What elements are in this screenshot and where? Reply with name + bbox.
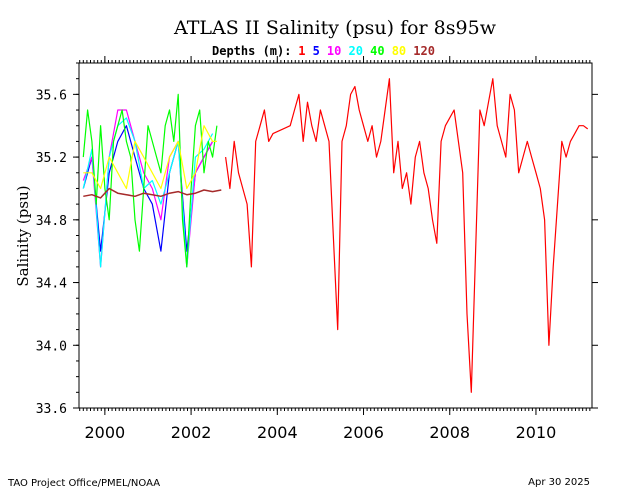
x-axis: 2000 2002 2004 2006 2008 2010 xyxy=(79,56,591,442)
series-line-40 xyxy=(82,93,218,268)
y-tick-label: 35.2 xyxy=(36,151,67,166)
y-axis-label: Salinity (psu) xyxy=(14,185,32,286)
series-line-80 xyxy=(83,125,217,190)
x-tick-label: 2006 xyxy=(343,423,384,442)
y-tick-label: 33.6 xyxy=(36,402,67,417)
footer-left: TAO Project Office/PMEL/NOAA xyxy=(7,478,160,489)
x-tick-label: 2002 xyxy=(171,423,212,442)
y-tick-label: 34.8 xyxy=(36,214,67,229)
chart-title: ATLAS II Salinity (psu) for 8s95w xyxy=(173,17,497,39)
legend-entry: 10 xyxy=(327,44,341,58)
footer-right: Apr 30 2025 xyxy=(528,477,590,488)
legend-entry: 40 xyxy=(370,44,384,58)
series-group xyxy=(82,78,589,393)
legend-entry: 120 xyxy=(413,44,435,58)
x-tick-label: 2008 xyxy=(429,423,470,442)
legend-entry: 20 xyxy=(349,44,363,58)
legend-prefix: Depths (m): xyxy=(212,44,291,58)
legend-entry: 5 xyxy=(313,44,320,58)
series-line-1 xyxy=(225,78,589,393)
y-tick-label: 34.4 xyxy=(36,277,67,292)
x-tick-label: 2004 xyxy=(257,423,298,442)
legend: Depths (m): 1 5 10 20 40 80 120 xyxy=(212,44,435,58)
series-line-20 xyxy=(82,117,214,268)
x-tick-label: 2000 xyxy=(85,423,126,442)
y-axis: 33.6 34.0 34.4 34.8 35.2 35.6 xyxy=(36,62,598,417)
series-line-120 xyxy=(83,187,222,199)
legend-entry: 1 xyxy=(298,44,305,58)
legend-entry: 80 xyxy=(392,44,406,58)
x-tick-label: 2010 xyxy=(516,423,557,442)
y-tick-label: 35.6 xyxy=(36,88,67,103)
y-tick-label: 34.0 xyxy=(36,339,67,354)
